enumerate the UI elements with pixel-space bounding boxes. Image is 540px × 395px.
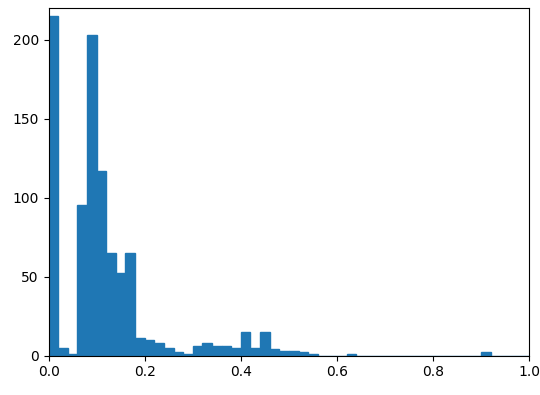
Bar	[183, 354, 193, 356]
Bar	[87, 35, 97, 356]
Bar	[231, 348, 241, 356]
Bar	[193, 346, 202, 356]
Bar	[241, 332, 251, 356]
Bar	[135, 338, 145, 356]
Bar	[289, 351, 299, 356]
Bar	[106, 253, 116, 356]
Bar	[347, 354, 356, 356]
Bar	[58, 348, 68, 356]
Bar	[481, 352, 491, 356]
Bar	[125, 253, 135, 356]
Bar	[212, 346, 221, 356]
Bar	[221, 346, 231, 356]
Bar	[260, 332, 269, 356]
Bar	[97, 171, 106, 356]
Bar	[269, 349, 279, 356]
Bar	[308, 354, 318, 356]
Bar	[202, 343, 212, 356]
Bar	[279, 351, 289, 356]
Bar	[251, 348, 260, 356]
Bar	[173, 352, 183, 356]
Bar	[68, 354, 77, 356]
Bar	[49, 16, 58, 356]
Bar	[299, 352, 308, 356]
Bar	[164, 348, 173, 356]
Bar	[77, 205, 87, 356]
Bar	[154, 343, 164, 356]
Bar	[145, 340, 154, 356]
Bar	[116, 273, 125, 356]
